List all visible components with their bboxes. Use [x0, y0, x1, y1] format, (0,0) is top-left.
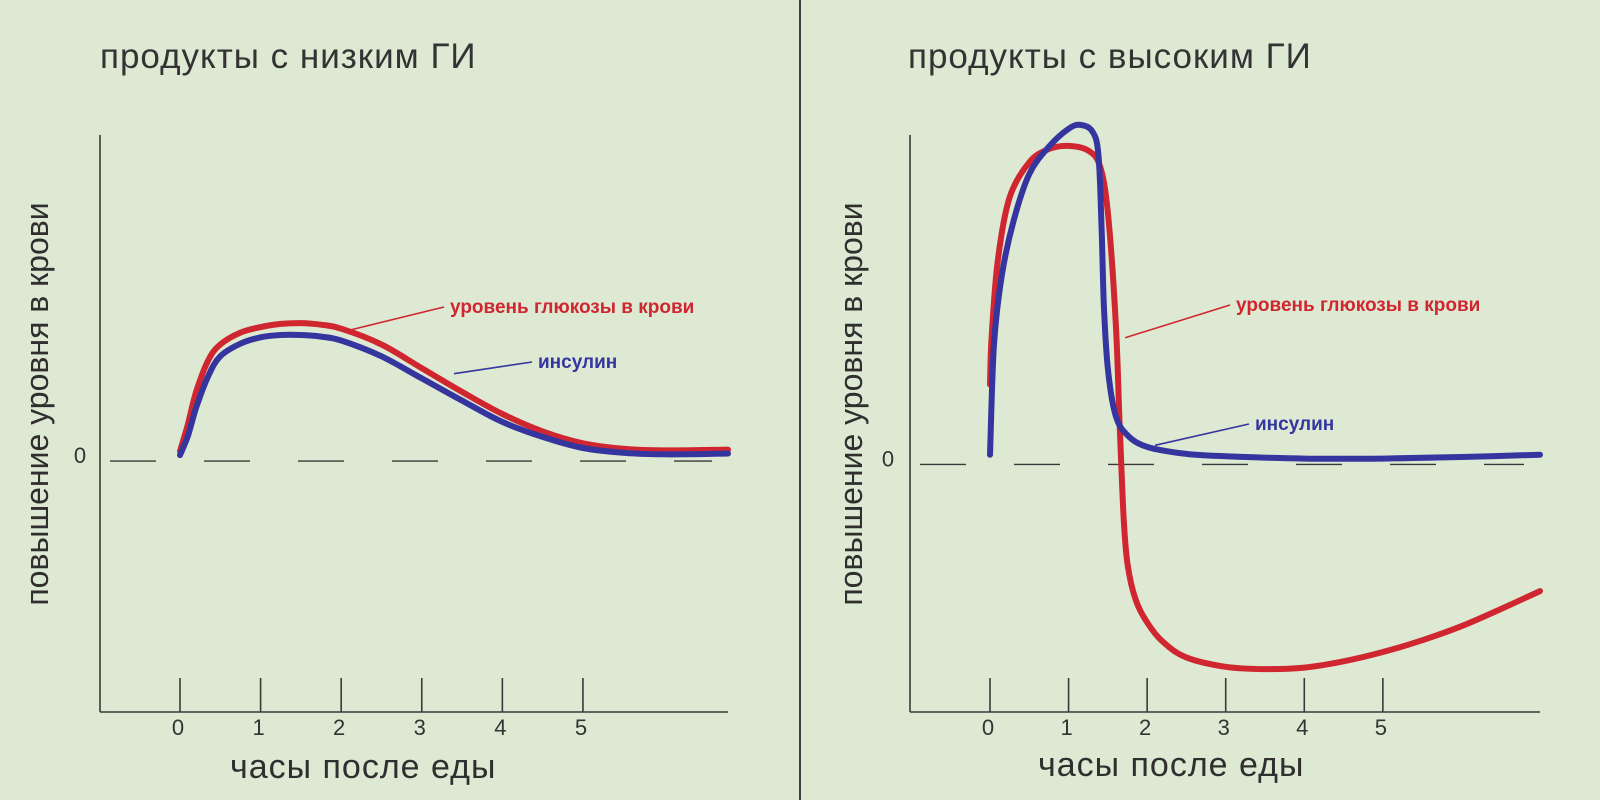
x-tick-label: 5 [575, 715, 587, 740]
chart-title: продукты с высоким ГИ [908, 37, 1312, 76]
x-tick-label: 3 [414, 715, 426, 740]
x-tick-label: 2 [1139, 715, 1151, 740]
y-zero-label: 0 [74, 443, 86, 468]
panel-low-gi: продукты с низким ГИ 0 0 1 2 3 4 5 часы после ед… [19, 37, 731, 786]
y-axis-label: повышение уровня в крови [833, 202, 869, 605]
x-axis-label: часы после еды [230, 748, 496, 786]
x-tick-label: 1 [1060, 715, 1072, 740]
insulin-curve [177, 331, 731, 459]
x-tick-label: 0 [982, 715, 994, 740]
glucose-curve [177, 320, 731, 455]
x-tick-label: 4 [1296, 715, 1308, 740]
callout-leader [1154, 423, 1250, 447]
glucose-callout-label: уровень глюкозы в крови [450, 297, 694, 318]
chart-title: продукты с низким ГИ [100, 37, 477, 76]
insulin-callout-label: инсулин [538, 352, 617, 373]
x-tick-label: 0 [172, 715, 184, 740]
callout-leader [453, 361, 533, 375]
panel-high-gi: продукты с высоким ГИ 0 0 1 2 3 4 5 часы после е… [833, 37, 1543, 784]
x-axis-label: часы после еды [1038, 746, 1304, 784]
y-axis-label: повышение уровня в крови [19, 202, 55, 605]
x-tick-label: 1 [252, 715, 264, 740]
callout-leader [349, 306, 445, 332]
glucose-curve [987, 142, 1543, 673]
insulin-callout-label: инсулин [1255, 414, 1334, 435]
x-tick-label: 5 [1375, 715, 1387, 740]
x-tick-label: 2 [333, 715, 345, 740]
glucose-callout-label: уровень глюкозы в крови [1236, 295, 1480, 316]
callout-leader [1124, 304, 1231, 339]
insulin-curve [987, 121, 1543, 462]
y-zero-label: 0 [882, 446, 894, 471]
x-tick-label: 4 [494, 715, 506, 740]
x-tick-label: 3 [1218, 715, 1230, 740]
